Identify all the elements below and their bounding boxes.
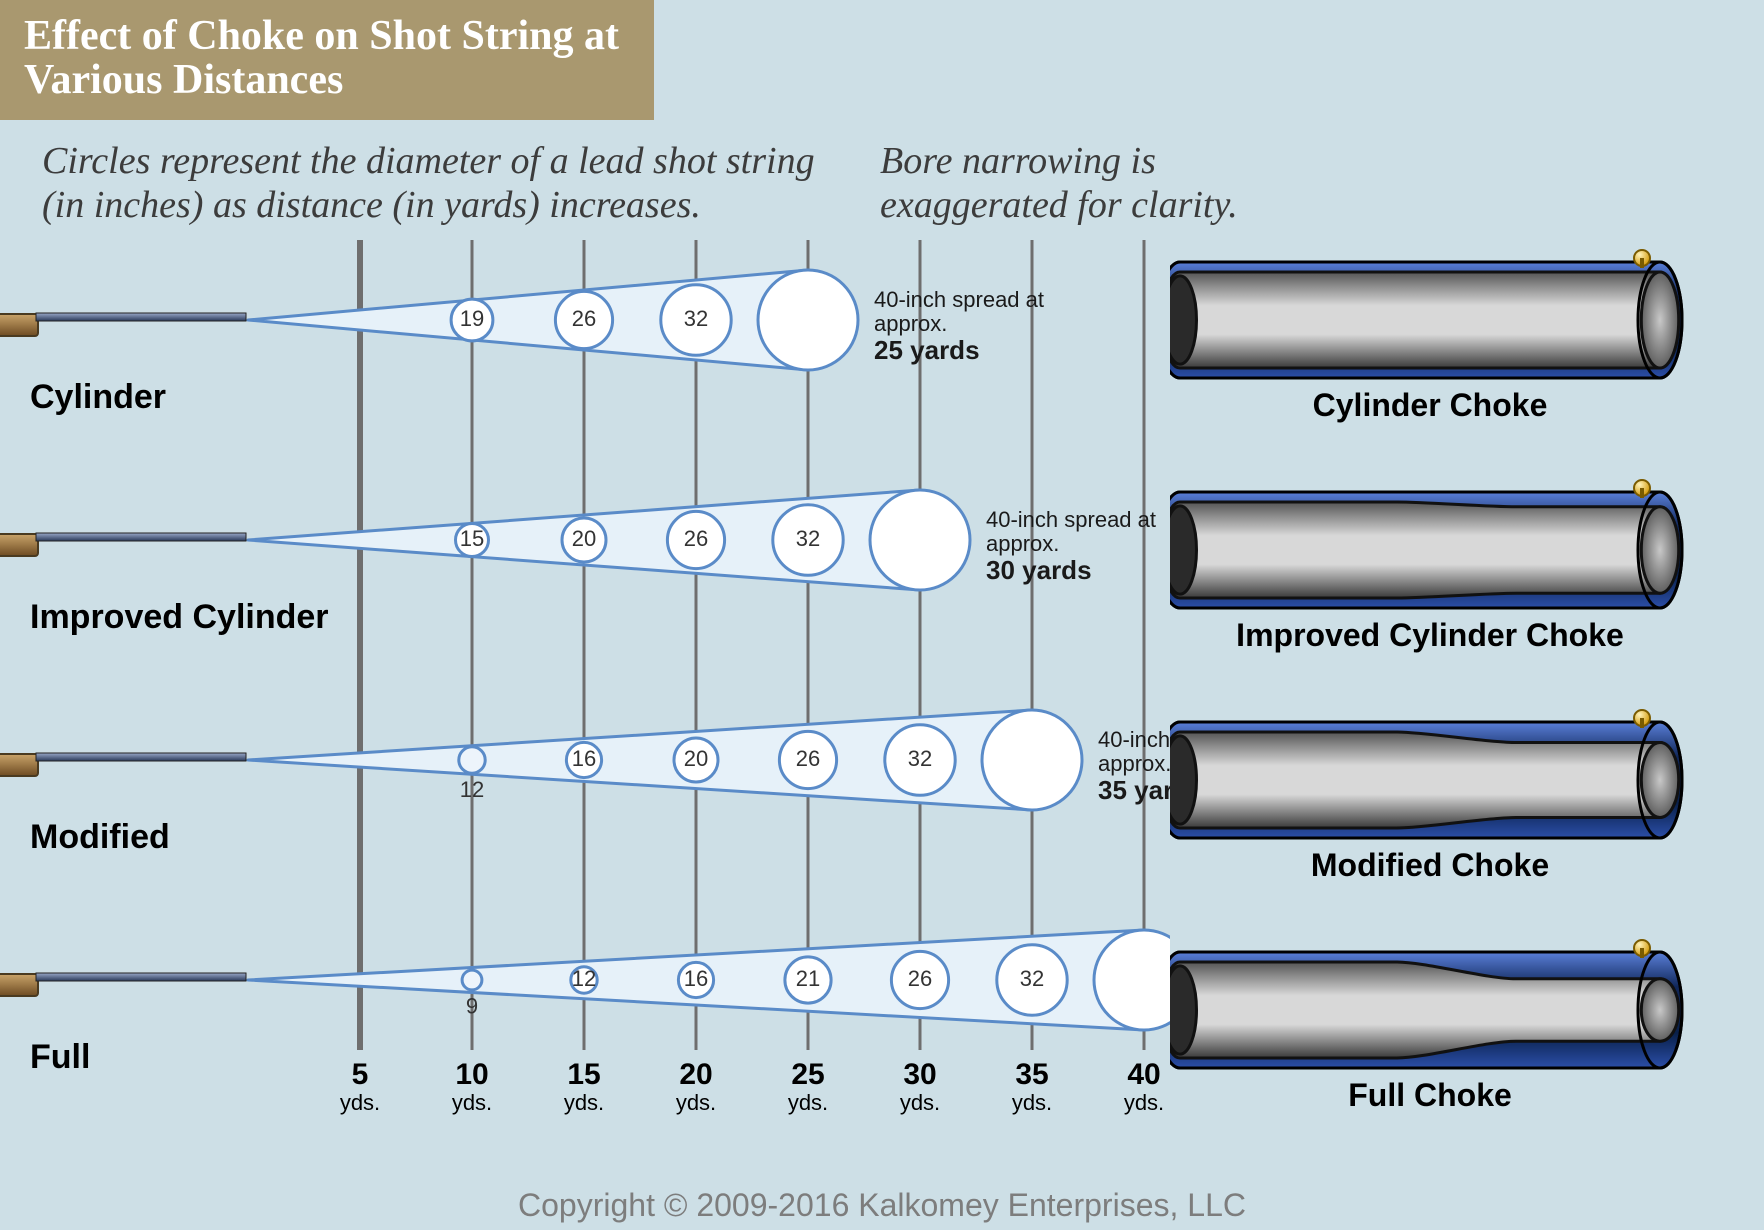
callout-yards: 25 yards	[874, 336, 1084, 365]
title-bar: Effect of Choke on Shot String at Variou…	[0, 0, 654, 120]
svg-text:20: 20	[684, 746, 708, 771]
callout-lead: 40-inch spread at approx.	[986, 508, 1196, 556]
spread-callout: 40-inch spread at approx.30 yards	[986, 508, 1196, 585]
copyright: Copyright © 2009-2016 Kalkomey Enterpris…	[0, 1187, 1764, 1224]
barrel-illustration	[1170, 465, 1690, 635]
x-axis-tick: 30yds.	[870, 1060, 970, 1116]
svg-text:20: 20	[572, 526, 596, 551]
x-tick-unit: yds.	[870, 1090, 970, 1116]
x-tick-unit: yds.	[534, 1090, 634, 1116]
choke-row-label: Modified	[30, 818, 170, 857]
callout-yards: 30 yards	[986, 556, 1196, 585]
spread-chart: 19 26 32 15 20 26 32 12 16 20 26 32 9 12 16 21 26 32 40-i…	[0, 240, 1170, 1170]
barrel-caption: Improved Cylinder Choke	[1170, 617, 1690, 654]
svg-text:9: 9	[466, 994, 478, 1019]
x-tick-value: 10	[422, 1060, 522, 1090]
x-tick-value: 5	[310, 1060, 410, 1090]
svg-text:32: 32	[908, 746, 932, 771]
x-axis-tick: 15yds.	[534, 1060, 634, 1116]
barrel-caption: Full Choke	[1170, 1077, 1690, 1114]
barrel-caption: Cylinder Choke	[1170, 387, 1690, 424]
svg-text:26: 26	[908, 966, 932, 991]
svg-text:12: 12	[460, 777, 484, 802]
svg-text:21: 21	[796, 966, 820, 991]
x-tick-value: 20	[646, 1060, 746, 1090]
x-tick-value: 15	[534, 1060, 634, 1090]
title-text: Effect of Choke on Shot String at Variou…	[24, 13, 619, 103]
barrel-caption: Modified Choke	[1170, 847, 1690, 884]
subtitle-right: Bore narrowing is exaggerated for clarit…	[880, 140, 1320, 227]
x-axis-tick: 35yds.	[982, 1060, 1082, 1116]
barrel-illustration	[1170, 235, 1690, 405]
svg-text:16: 16	[684, 966, 708, 991]
svg-text:16: 16	[572, 746, 596, 771]
svg-text:32: 32	[796, 526, 820, 551]
subtitle-left: Circles represent the diameter of a lead…	[42, 140, 822, 227]
barrel-illustration	[1170, 925, 1690, 1095]
svg-text:26: 26	[796, 746, 820, 771]
choke-row-label: Full	[30, 1038, 90, 1077]
x-axis-tick: 25yds.	[758, 1060, 858, 1116]
svg-text:19: 19	[460, 306, 484, 331]
x-axis-tick: 20yds.	[646, 1060, 746, 1116]
x-tick-unit: yds.	[758, 1090, 858, 1116]
callout-lead: 40-inch spread at approx.	[874, 288, 1084, 336]
svg-text:15: 15	[460, 526, 484, 551]
svg-text:12: 12	[572, 966, 596, 991]
choke-row-label: Cylinder	[30, 378, 166, 417]
x-tick-unit: yds.	[310, 1090, 410, 1116]
svg-text:32: 32	[684, 306, 708, 331]
spread-callout: 40-inch spread at approx.25 yards	[874, 288, 1084, 365]
barrel-illustration	[1170, 695, 1690, 865]
x-tick-unit: yds.	[982, 1090, 1082, 1116]
svg-text:26: 26	[684, 526, 708, 551]
x-tick-value: 30	[870, 1060, 970, 1090]
x-axis-tick: 5yds.	[310, 1060, 410, 1116]
x-tick-unit: yds.	[646, 1090, 746, 1116]
svg-text:32: 32	[1020, 966, 1044, 991]
x-tick-unit: yds.	[422, 1090, 522, 1116]
x-axis-tick: 10yds.	[422, 1060, 522, 1116]
choke-row-label: Improved Cylinder	[30, 598, 329, 637]
page: Effect of Choke on Shot String at Variou…	[0, 0, 1764, 1230]
x-tick-value: 25	[758, 1060, 858, 1090]
x-tick-value: 35	[982, 1060, 1082, 1090]
svg-text:26: 26	[572, 306, 596, 331]
